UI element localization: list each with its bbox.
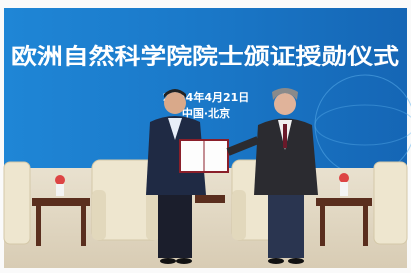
backdrop-location: 中国·北京 [182, 106, 230, 120]
photo: 欧洲自然科学院院士颁证授勋仪式 2024年4月21日 中国·北京 [0, 0, 411, 273]
page: 欧洲自然科学院院士颁证授勋仪式 2024年4月21日 中国·北京 [0, 0, 411, 273]
backdrop-title: 欧洲自然科学院院士颁证授勋仪式 [11, 44, 399, 70]
